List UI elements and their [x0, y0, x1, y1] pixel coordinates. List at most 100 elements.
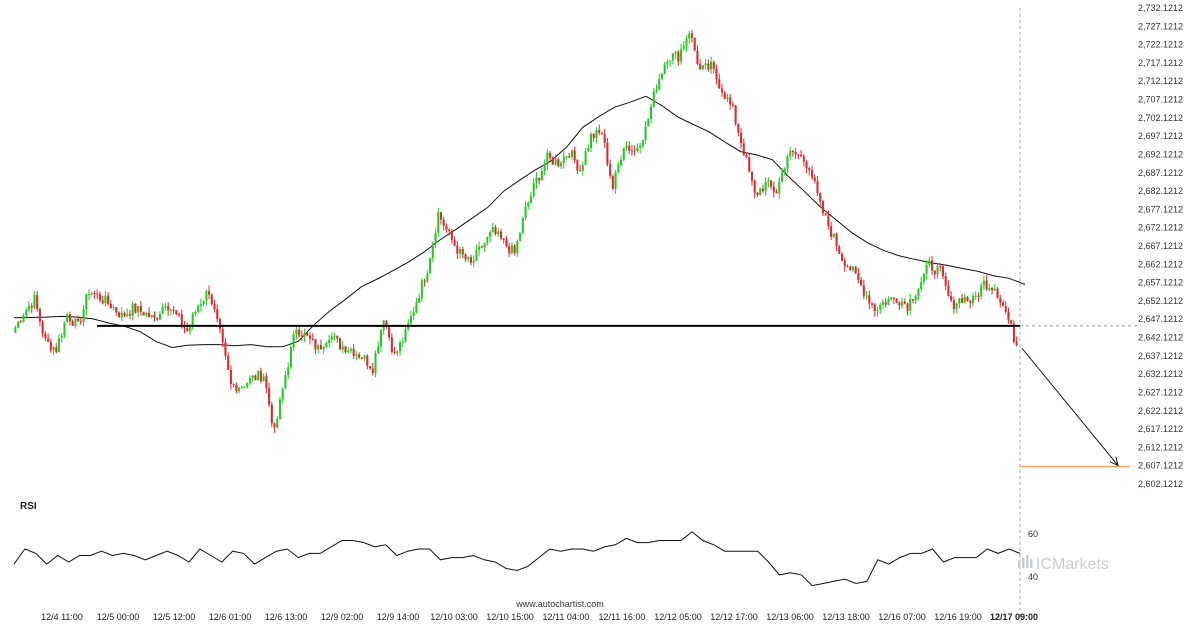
- projection-arrow-head-icon: [1109, 456, 1119, 467]
- candle: [633, 145, 636, 156]
- candle-body: [494, 226, 497, 235]
- candle-body: [442, 219, 445, 226]
- candle-body: [74, 318, 77, 326]
- moving-average-line: [13, 95, 1026, 349]
- x-tick-label: 12/13 18:00: [822, 612, 870, 622]
- y-tick-label: 2,677.1212: [1138, 204, 1183, 214]
- candle: [993, 283, 996, 291]
- candle-body: [740, 132, 743, 144]
- candle: [314, 338, 317, 354]
- candle: [287, 362, 290, 380]
- candle: [660, 72, 663, 81]
- candle-body: [958, 298, 961, 304]
- candle: [382, 320, 385, 335]
- candle: [723, 91, 726, 100]
- candle-body: [780, 172, 784, 182]
- candle: [581, 161, 584, 176]
- candle: [838, 244, 841, 255]
- candle: [374, 350, 377, 377]
- candle: [259, 367, 262, 384]
- candle: [759, 187, 762, 196]
- candle-body: [963, 297, 966, 303]
- candle-body: [969, 301, 972, 303]
- candles: [14, 30, 1018, 433]
- candle-body: [420, 280, 423, 299]
- candle-body: [977, 295, 980, 297]
- candle: [652, 87, 655, 108]
- candle-body: [123, 312, 126, 316]
- candle: [109, 300, 112, 309]
- candle: [879, 302, 882, 314]
- candle-body: [118, 312, 121, 318]
- candle: [221, 324, 224, 348]
- candle: [347, 347, 350, 354]
- candle-body: [680, 49, 683, 62]
- candle: [849, 265, 852, 271]
- candle: [469, 254, 473, 266]
- candle-body: [996, 288, 999, 299]
- candle-body: [786, 156, 789, 169]
- candle: [587, 144, 590, 153]
- y-tick-label: 2,657.1212: [1138, 278, 1183, 288]
- candle: [96, 289, 99, 299]
- candle: [85, 293, 88, 316]
- candle: [142, 311, 145, 316]
- y-tick-label: 2,637.1212: [1138, 351, 1183, 361]
- y-axis: 2,732.1212 2,727.1212 2,722.1212 2,717.1212…: [1138, 3, 1183, 489]
- candle-body: [415, 303, 418, 313]
- candle-body: [87, 294, 91, 296]
- candle: [19, 319, 22, 323]
- candle: [549, 150, 552, 161]
- candle-body: [824, 213, 827, 215]
- candle: [884, 297, 887, 308]
- candle: [644, 121, 647, 144]
- candle: [434, 228, 437, 248]
- candle: [950, 291, 953, 303]
- candle-body: [849, 266, 852, 271]
- candle: [52, 345, 55, 355]
- candle: [794, 148, 797, 159]
- candle-body: [197, 305, 200, 313]
- candle-body: [576, 160, 579, 171]
- candle-body: [647, 118, 650, 127]
- candle: [439, 211, 443, 225]
- candle-body: [85, 294, 88, 310]
- candle: [920, 276, 923, 292]
- x-tick-label: 12/6 13:00: [265, 612, 308, 622]
- candle-body: [974, 295, 977, 297]
- candle: [690, 30, 694, 43]
- candle-body: [1015, 341, 1018, 346]
- candle-body: [890, 297, 893, 300]
- candle-body: [418, 298, 421, 304]
- candle-body: [330, 336, 333, 340]
- candle-body: [358, 354, 361, 358]
- candle: [229, 365, 232, 390]
- candle: [737, 123, 740, 137]
- y-tick-label: 2,692.1212: [1138, 149, 1183, 159]
- candle-body: [79, 321, 82, 323]
- candle: [93, 290, 96, 299]
- candle: [352, 343, 355, 360]
- candle: [41, 320, 44, 338]
- candle-body: [592, 133, 595, 138]
- candle: [559, 161, 563, 170]
- candle-body: [726, 97, 729, 99]
- candle: [761, 184, 764, 193]
- candle: [254, 374, 257, 381]
- candle-body: [794, 152, 797, 155]
- candle: [887, 296, 890, 306]
- candle-body: [371, 368, 374, 374]
- candle-body: [134, 303, 137, 313]
- candle-body: [898, 302, 901, 306]
- candle-body: [688, 33, 691, 39]
- candle-body: [701, 65, 704, 70]
- candle: [650, 103, 653, 124]
- candle: [802, 154, 805, 167]
- candle-body: [360, 357, 363, 359]
- candle-body: [838, 246, 841, 254]
- candle-body: [68, 314, 71, 322]
- candle-body: [778, 181, 781, 194]
- candle: [510, 242, 513, 255]
- rsi-series: [13, 531, 1021, 587]
